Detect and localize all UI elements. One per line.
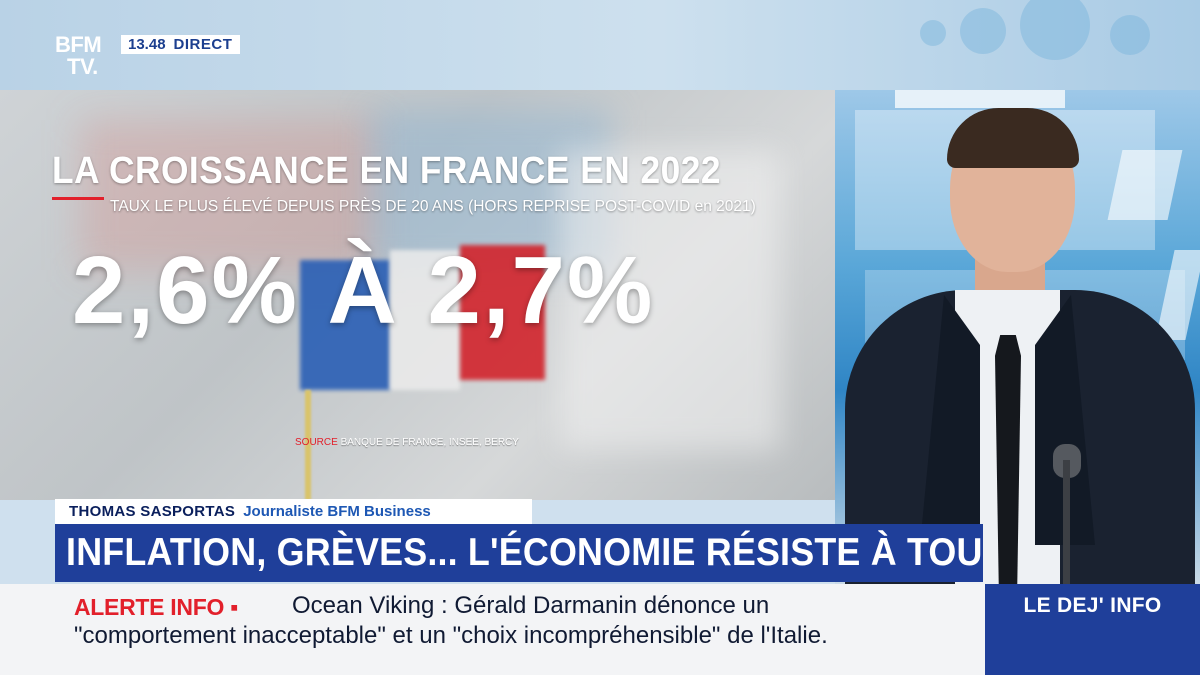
infographic-subtitle: TAUX LE PLUS ÉLEVÉ DEPUIS PRÈS DE 20 ANS… (110, 198, 756, 215)
speaker-name: THOMAS SASPORTAS (69, 503, 236, 520)
source-label: SOURCE (295, 437, 338, 448)
decorative-circles (900, 0, 1200, 90)
news-ticker (0, 584, 985, 675)
clock-time: 13.48 (128, 36, 166, 53)
channel-logo: BFM TV. (55, 32, 102, 79)
source-credit: SOURCE BANQUE DE FRANCE, INSEE, BERCY (295, 437, 519, 448)
ticker-text-line2: "comportement inacceptable" et un "choix… (74, 622, 828, 649)
logo-line2: TV. (67, 54, 98, 79)
source-value: BANQUE DE FRANCE, INSEE, BERCY (340, 437, 519, 448)
infographic-title: LA CROISSANCE EN FRANCE EN 2022 (52, 150, 721, 192)
headline-text: INFLATION, GRÈVES... L'ÉCONOMIE RÉSISTE … (66, 531, 983, 574)
logo-line1: BFM (55, 32, 102, 57)
speaker-name-box: THOMAS SASPORTAS Journaliste BFM Busines… (55, 499, 532, 524)
flag-image (300, 260, 390, 390)
red-accent-line (52, 197, 104, 200)
headline-banner: INFLATION, GRÈVES... L'ÉCONOMIE RÉSISTE … (55, 524, 983, 582)
infographic-panel (0, 90, 835, 500)
presenter-figure (835, 90, 1200, 585)
growth-figure: 2,6% À 2,7% (72, 237, 655, 344)
live-indicator: 13.48 DIRECT (121, 35, 241, 54)
show-name-box: LE DEJ' INFO (985, 584, 1200, 675)
ticker-text-line1: Ocean Viking : Gérald Darmanin dénonce u… (292, 592, 770, 619)
speaker-role: Journaliste BFM Business (243, 503, 431, 520)
alert-label: ALERTE INFO ▪ (74, 594, 238, 620)
live-label: DIRECT (173, 36, 233, 53)
show-name: LE DEJ' INFO (1023, 594, 1162, 617)
